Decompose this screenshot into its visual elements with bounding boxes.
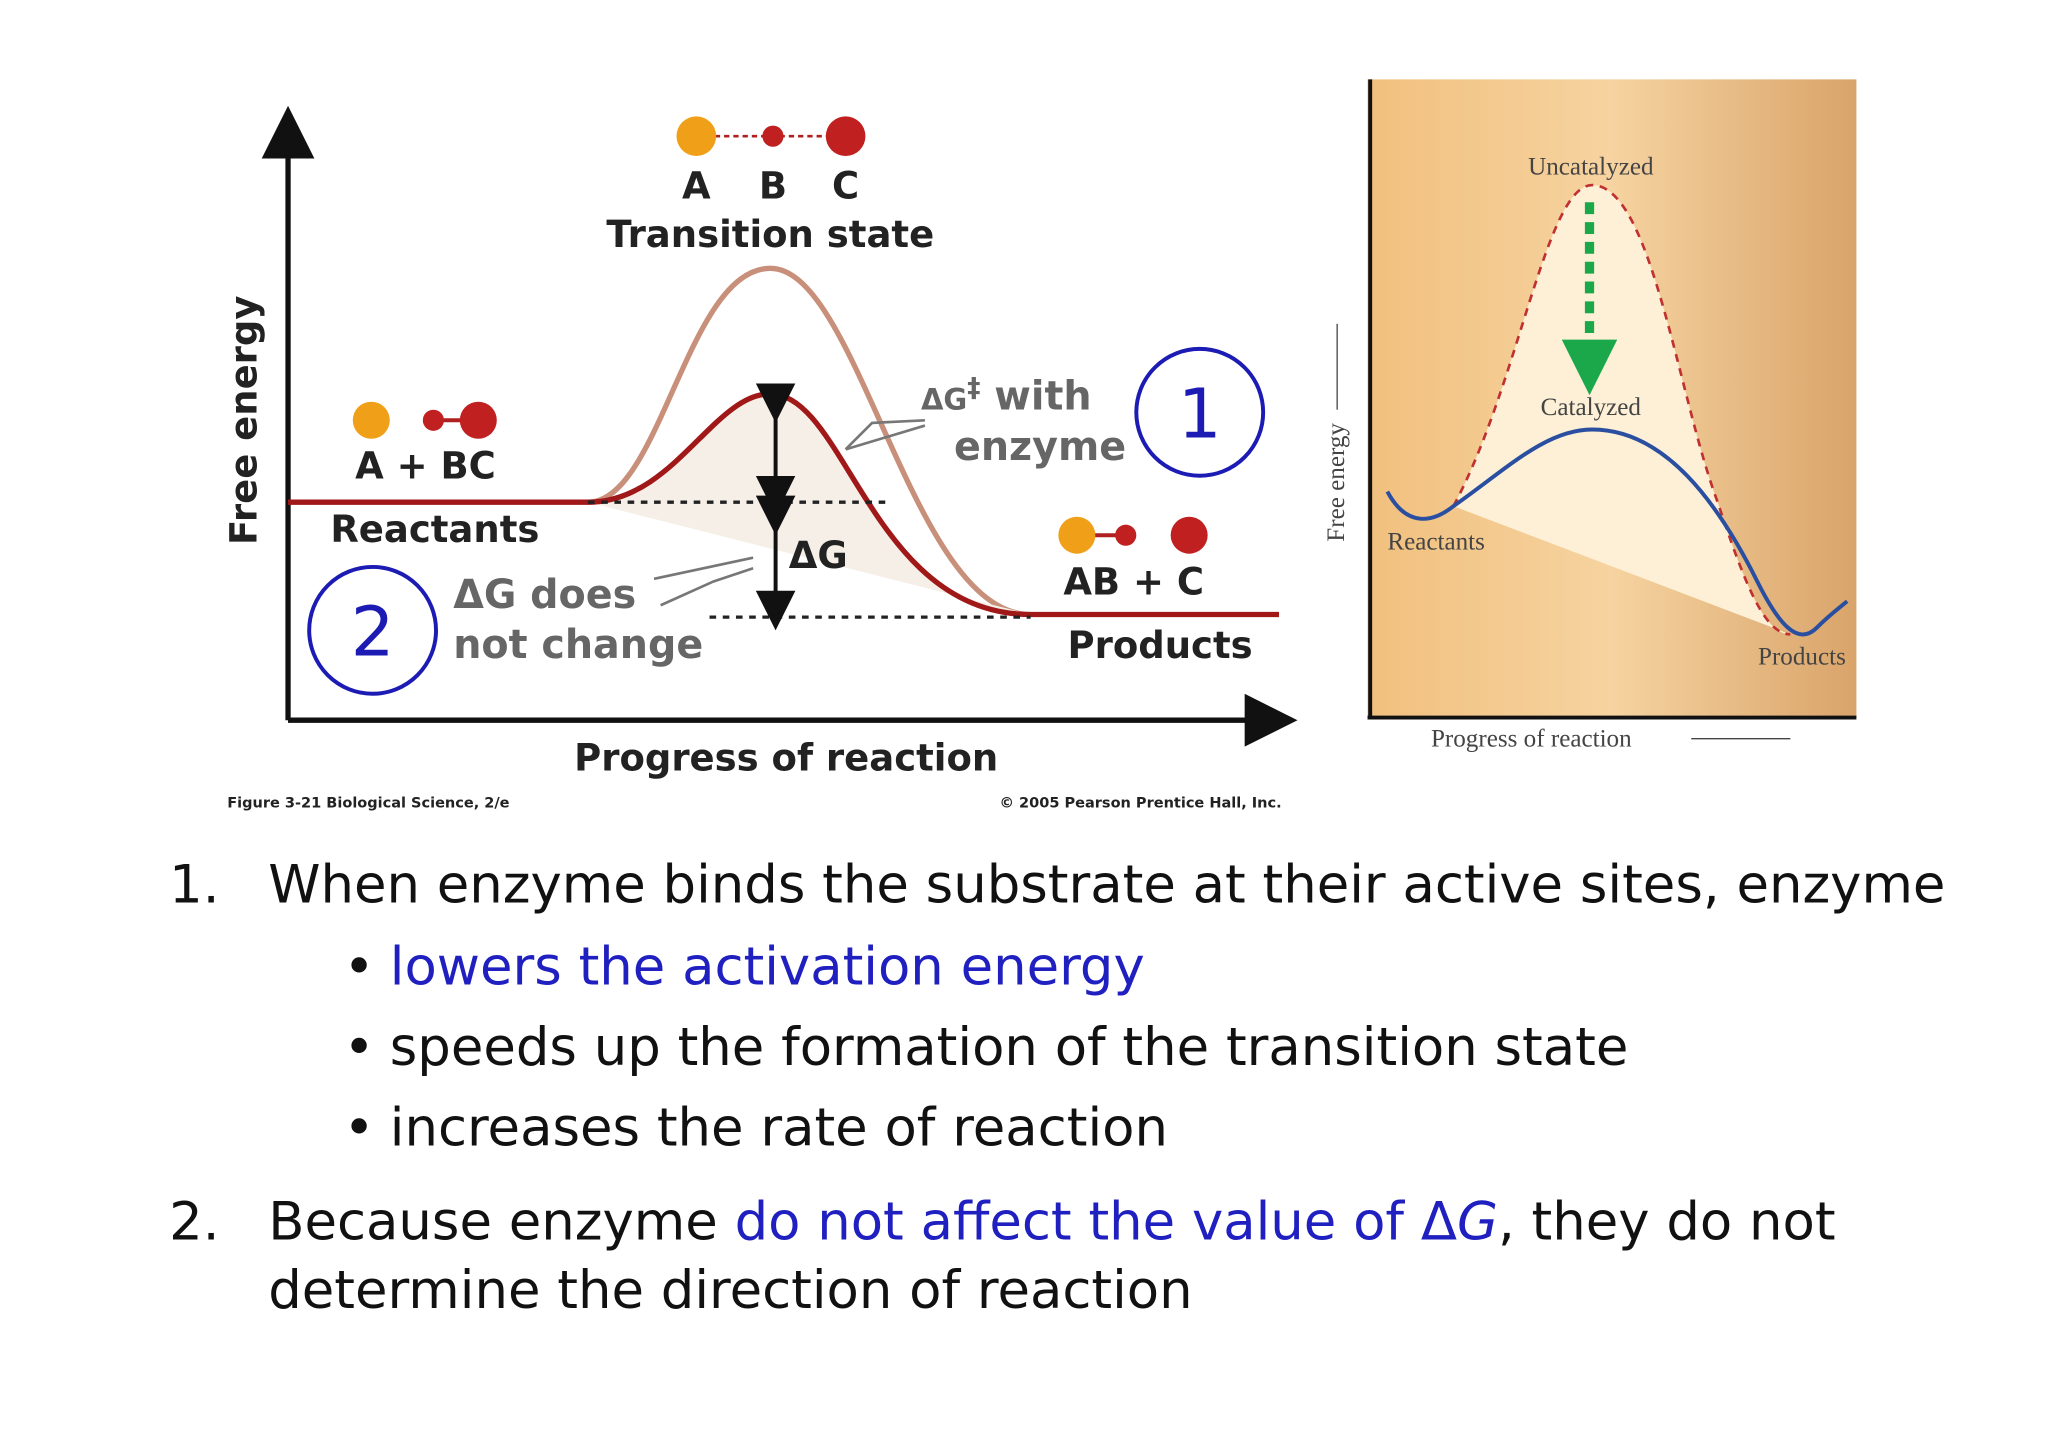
marker: 1 [1178, 374, 1222, 454]
reactants-formula: A + BC [355, 444, 496, 487]
bullet: • [344, 1017, 375, 1078]
bullet: • [344, 936, 375, 997]
text-list: 1. When enzyme binds the substrate at th… [169, 855, 1945, 1322]
atom [422, 409, 444, 431]
copyright: © 2005 Pearson Prentice Hall, Inc. [999, 795, 1281, 811]
list-number: 2. [169, 1191, 219, 1252]
list-text: determine the direction of reaction [268, 1260, 1192, 1321]
uncatalyzed-curve [587, 265, 1031, 618]
catalyzed-label: Catalyzed [1541, 394, 1642, 421]
activation-label: enzyme [954, 424, 1126, 470]
products-label: Products [1067, 624, 1252, 667]
bullet-text: speeds up the formation of the transitio… [390, 1017, 1629, 1078]
atom-label: A [682, 164, 711, 207]
atom [352, 401, 390, 439]
pointing-hand [844, 418, 926, 451]
atom [825, 116, 866, 157]
uncatalyzed-curve [1452, 183, 1791, 636]
x-axis-label: Progress of reaction [574, 736, 998, 779]
delta-g-note: ΔG does [453, 572, 636, 618]
shade [587, 393, 1031, 615]
delta-g: ΔG [789, 534, 848, 577]
bullet-text: increases the rate of reaction [390, 1098, 1168, 1159]
delta-g-note: not change [453, 622, 703, 668]
uncatalyzed-label: Uncatalyzed [1528, 154, 1654, 181]
atom-label: B [759, 164, 787, 207]
marker: 2 [351, 592, 395, 672]
list-number: 1. [169, 855, 219, 916]
list-text: When enzyme binds the substrate at their… [268, 855, 1945, 916]
y-axis-label: Free energy [222, 296, 265, 545]
atom [1115, 524, 1137, 546]
bullet-text: lowers the activation energy [390, 936, 1145, 997]
x-axis-label: Progress of reaction [1431, 726, 1632, 753]
atom [459, 401, 497, 439]
products-formula: AB + C [1063, 561, 1204, 604]
marker-circle [307, 564, 439, 696]
list-text: Because enzyme do not affect the value o… [268, 1191, 1835, 1252]
right-diagram: Uncatalyzed Catalyzed Free energy Reacta… [1323, 79, 1857, 753]
atom [676, 116, 717, 157]
reactants-label: Reactants [330, 508, 539, 551]
bullet: • [344, 1098, 375, 1159]
transition-state: Transition state [606, 213, 934, 256]
atom-label: C [832, 164, 859, 207]
reactants-label: Reactants [1387, 529, 1485, 556]
y-axis-label: Free energy [1323, 423, 1350, 542]
atom [1170, 516, 1208, 554]
activation-label: ΔG‡ with [921, 372, 1092, 419]
pointing-hand [653, 556, 754, 607]
catalyzed-curve [1385, 427, 1849, 637]
figure-caption: Figure 3-21 Biological Science, 2/e [227, 795, 509, 811]
left-diagram: A B C Transition state Free energy Progr… [222, 105, 1298, 811]
products-label: Products [1758, 644, 1846, 671]
atom [762, 125, 784, 147]
atom [1058, 516, 1096, 554]
marker-circle [1134, 346, 1266, 478]
